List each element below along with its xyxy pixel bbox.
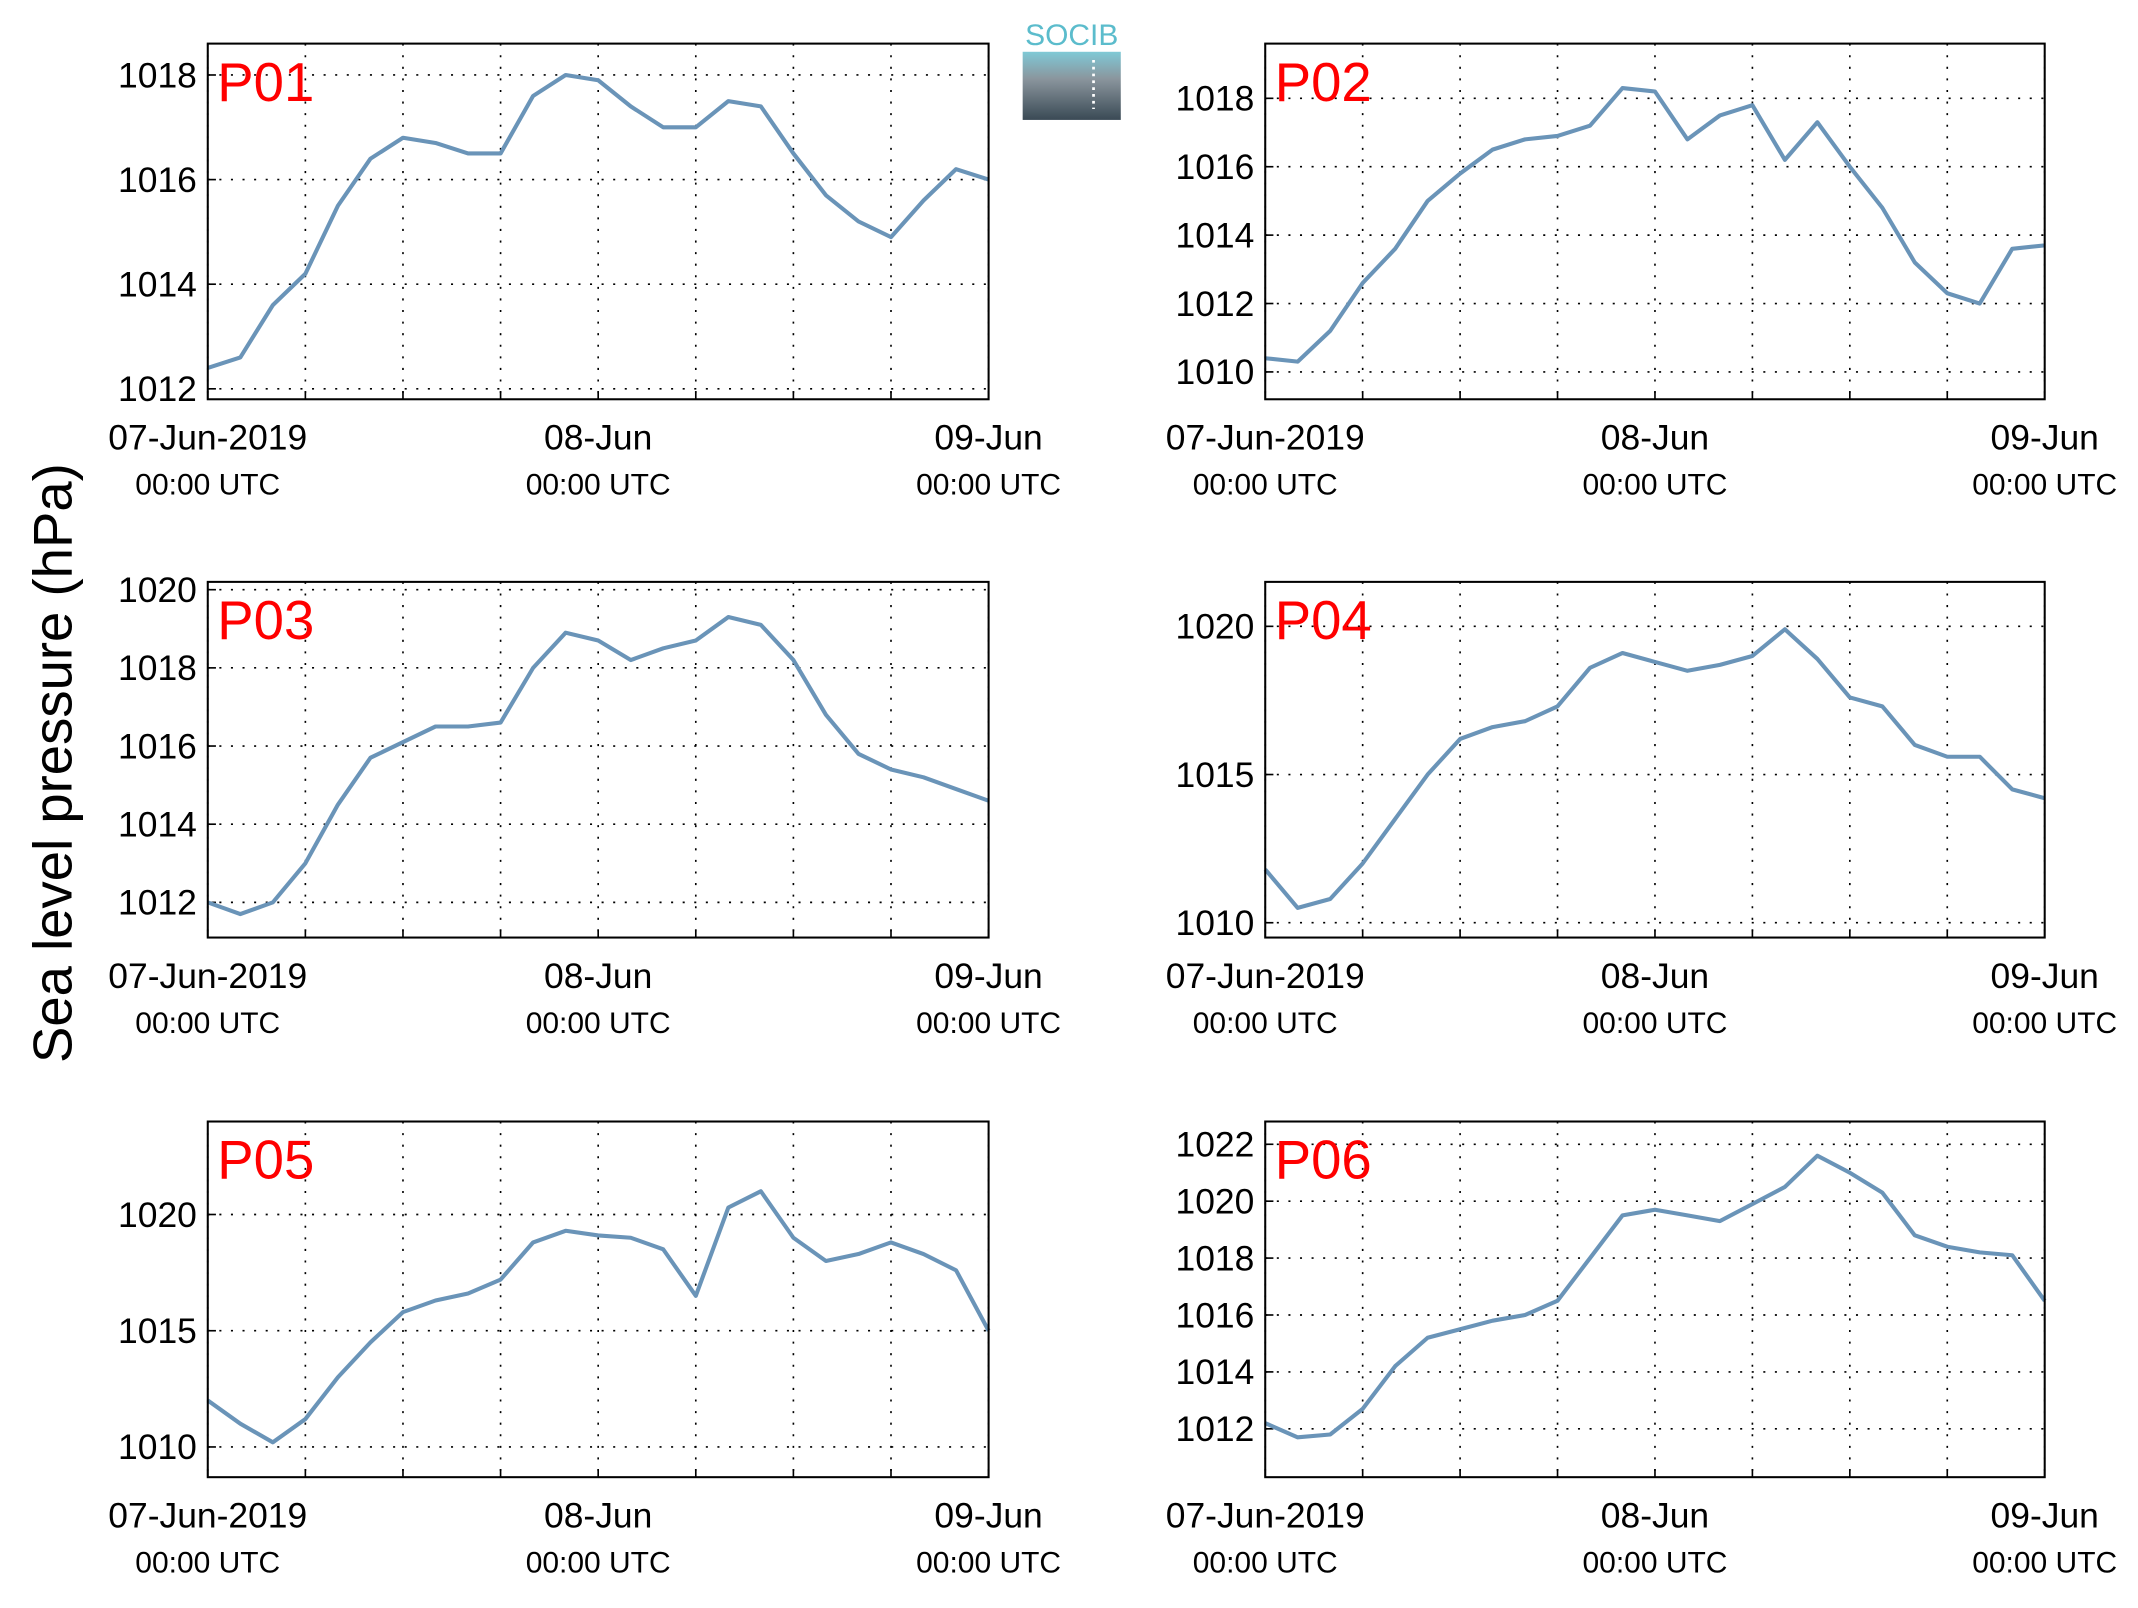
data-line: [1263, 627, 2046, 910]
y-tick-label: 1016: [1176, 147, 1255, 187]
y-tick-label: 1020: [1176, 1181, 1255, 1221]
x-tick-label: 09-Jun: [1991, 1496, 2099, 1536]
logo-image: [1022, 51, 1121, 120]
x-tick-sublabel: 00:00 UTC: [1972, 1007, 2117, 1040]
x-tick-label: 07-Jun-2019: [1166, 956, 1365, 996]
subplot: 1010 1015 1020 07-Jun-2019 00:00 UTC 08-Jun 00…: [1166, 580, 2117, 1040]
panel-title: P02: [1275, 52, 1372, 113]
y-axis-label: Sea level pressure (hPa): [22, 463, 83, 1063]
data-line: [207, 615, 990, 917]
x-tick-sublabel: 00:00 UTC: [526, 469, 671, 502]
y-tick-label: 1014: [118, 804, 197, 844]
x-tick-label: 07-Jun-2019: [1166, 418, 1365, 458]
panel-title: P05: [217, 1130, 314, 1191]
x-tick-sublabel: 00:00 UTC: [916, 469, 1061, 502]
y-tick-label: 1022: [1176, 1125, 1255, 1165]
y-tick-label: 1012: [1176, 1409, 1255, 1449]
data-line: [1265, 86, 2045, 364]
x-tick-label: 07-Jun-2019: [108, 1496, 307, 1536]
y-tick-label: 1018: [118, 55, 197, 95]
x-tick-sublabel: 00:00 UTC: [135, 1547, 280, 1580]
x-tick-sublabel: 00:00 UTC: [526, 1547, 671, 1580]
x-tick-sublabel: 00:00 UTC: [1583, 1007, 1728, 1040]
x-tick-label: 08-Jun: [1601, 418, 1709, 458]
x-tick-label: 07-Jun-2019: [108, 956, 307, 996]
y-tick-label: 1010: [1176, 903, 1255, 943]
x-tick-sublabel: 00:00 UTC: [916, 1007, 1061, 1040]
y-tick-label: 1015: [118, 1311, 197, 1351]
y-tick-label: 1020: [118, 570, 197, 610]
y-tick-label: 1020: [118, 1195, 197, 1235]
plot-frame: [1264, 1120, 2046, 1479]
x-tick-label: 09-Jun: [1991, 956, 2099, 996]
plot-frame: [206, 580, 990, 939]
data-line: [207, 72, 990, 370]
x-tick-label: 08-Jun: [1601, 1496, 1709, 1536]
x-tick-label: 08-Jun: [1601, 956, 1709, 996]
x-tick-sublabel: 00:00 UTC: [135, 1007, 280, 1040]
x-tick-sublabel: 00:00 UTC: [1583, 469, 1728, 502]
plot-frame: [206, 42, 990, 401]
subplot: 1012 1014 1016 1018 1020 07-Jun-2019 00:00 UTC…: [108, 570, 1061, 1040]
x-tick-sublabel: 00:00 UTC: [135, 469, 280, 502]
x-tick-sublabel: 00:00 UTC: [1583, 1547, 1728, 1580]
x-tick-sublabel: 00:00 UTC: [1193, 1007, 1338, 1040]
y-tick-label: 1020: [1176, 607, 1255, 647]
plot-frame: [206, 1120, 990, 1479]
y-tick-label: 1018: [1176, 79, 1255, 119]
x-tick-label: 08-Jun: [544, 418, 652, 458]
plot-frame: [1264, 42, 2046, 401]
subplot: 1012 1014 1016 1018 07-Jun-2019 00:00 UTC 08-J…: [108, 42, 1061, 502]
y-tick-label: 1016: [1176, 1295, 1255, 1335]
panel-title: P03: [217, 590, 314, 651]
x-tick-label: 07-Jun-2019: [108, 418, 307, 458]
x-tick-label: 09-Jun: [934, 418, 1042, 458]
x-tick-label: 08-Jun: [544, 956, 652, 996]
subplot: 1010 1015 1020 07-Jun-2019 00:00 UTC 08-Jun 00…: [108, 1120, 1061, 1580]
y-tick-label: 1012: [118, 883, 197, 923]
x-tick-sublabel: 00:00 UTC: [1972, 469, 2117, 502]
y-tick-label: 1012: [1176, 284, 1255, 324]
x-tick-label: 08-Jun: [544, 1496, 652, 1536]
x-tick-label: 09-Jun: [934, 1496, 1042, 1536]
x-tick-sublabel: 00:00 UTC: [1193, 469, 1338, 502]
plot-frame: [1264, 580, 2046, 939]
x-tick-sublabel: 00:00 UTC: [1972, 1547, 2117, 1580]
y-tick-label: 1014: [118, 264, 197, 304]
panel-title: P01: [217, 52, 314, 113]
y-tick-label: 1018: [118, 648, 197, 688]
x-tick-label: 09-Jun: [1991, 418, 2099, 458]
logo-text: SOCIB: [1025, 19, 1118, 52]
y-tick-label: 1012: [118, 369, 197, 409]
data-line: [1264, 1153, 2047, 1440]
y-tick-label: 1010: [118, 1427, 197, 1467]
data-line: [206, 1189, 991, 1445]
y-tick-label: 1016: [118, 726, 197, 766]
y-tick-label: 1018: [1176, 1238, 1255, 1278]
panel-title: P06: [1275, 1130, 1372, 1191]
y-tick-label: 1014: [1176, 1352, 1255, 1392]
x-tick-label: 09-Jun: [934, 956, 1042, 996]
panel-title: P04: [1275, 590, 1372, 651]
y-tick-label: 1014: [1176, 215, 1255, 255]
x-tick-label: 07-Jun-2019: [1166, 1496, 1365, 1536]
subplot: 1010 1012 1014 1016 1018 07-Jun-2019 00:00 UTC…: [1166, 42, 2117, 502]
x-tick-sublabel: 00:00 UTC: [916, 1547, 1061, 1580]
logo: SOCIB: [1022, 19, 1121, 120]
x-tick-sublabel: 00:00 UTC: [526, 1007, 671, 1040]
subplot: 1012 1014 1016 1018 1020 1022 07-Jun-2019 00:00…: [1166, 1120, 2117, 1580]
y-tick-label: 1016: [118, 160, 197, 200]
y-tick-label: 1015: [1176, 755, 1255, 795]
x-tick-sublabel: 00:00 UTC: [1193, 1547, 1338, 1580]
y-tick-label: 1010: [1176, 352, 1255, 392]
